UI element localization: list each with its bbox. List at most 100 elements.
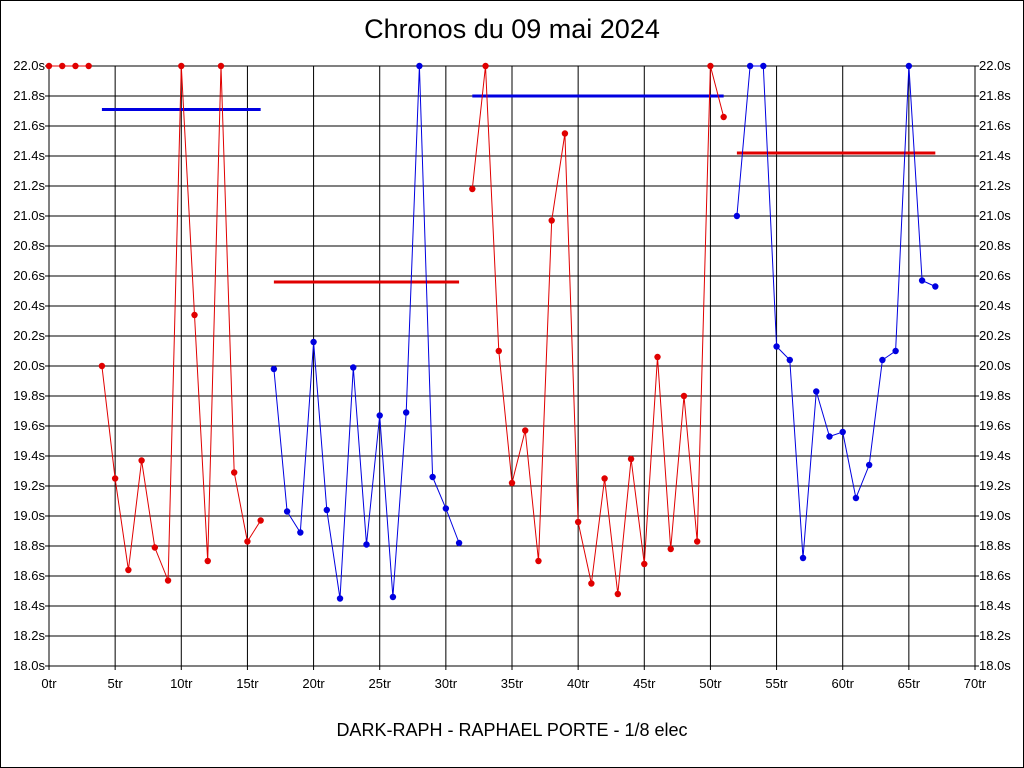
data-point <box>522 427 529 434</box>
series-line <box>736 65 936 559</box>
data-point <box>588 580 595 587</box>
data-point <box>191 311 198 319</box>
data-point <box>826 433 833 440</box>
data-point <box>495 347 502 355</box>
data-point <box>813 388 820 395</box>
x-tick-label: 60tr <box>832 676 855 691</box>
y-tick-label-right: 20.8s <box>979 238 1011 253</box>
data-point <box>138 457 145 464</box>
data-point <box>178 62 185 70</box>
data-point <box>865 461 873 469</box>
y-tick-label: 21.8s <box>13 88 45 103</box>
data-point <box>839 428 846 436</box>
data-point <box>244 538 251 545</box>
data-point <box>429 473 436 481</box>
data-point <box>680 392 688 400</box>
data-point <box>627 455 635 463</box>
y-tick-label-right: 21.0s <box>979 208 1011 223</box>
chart-footer: DARK-RAPH - RAPHAEL PORTE - 1/8 elec <box>336 720 688 740</box>
x-tick-label: 20tr <box>302 676 325 691</box>
y-tick-label-right: 21.4s <box>979 148 1011 163</box>
series-line <box>471 65 725 595</box>
data-point <box>323 506 330 514</box>
x-tick-label: 15tr <box>236 676 259 691</box>
y-tick-label: 21.2s <box>13 178 45 193</box>
y-tick-label: 20.6s <box>13 268 45 283</box>
y-tick-label: 20.4s <box>13 298 45 313</box>
series-line <box>273 65 460 599</box>
y-tick-label: 21.0s <box>13 208 45 223</box>
data-point <box>654 353 661 361</box>
x-tick-label: 30tr <box>435 676 458 691</box>
y-tick-label-right: 19.0s <box>979 508 1011 523</box>
y-tick-label-right: 19.2s <box>979 478 1011 493</box>
data-point <box>733 212 741 220</box>
y-tick-label: 21.4s <box>13 148 45 163</box>
x-tick-label: 50tr <box>699 676 722 691</box>
y-tick-label: 18.2s <box>13 628 45 643</box>
y-tick-label: 18.6s <box>13 568 45 583</box>
data-point <box>336 595 344 602</box>
y-tick-label-right: 18.8s <box>979 538 1011 553</box>
data-point <box>363 541 370 548</box>
y-tick-label: 20.2s <box>13 328 45 343</box>
y-tick-label-right: 20.4s <box>979 298 1011 313</box>
data-point <box>164 577 172 584</box>
data-point <box>773 343 780 350</box>
data-point <box>469 185 476 193</box>
data-point <box>879 356 886 364</box>
data-point <box>482 62 489 70</box>
y-tick-label-right: 19.6s <box>979 418 1011 433</box>
data-point <box>85 62 92 70</box>
data-point <box>350 364 357 371</box>
x-tick-label: 35tr <box>501 676 524 691</box>
y-tick-label: 20.0s <box>13 358 45 373</box>
y-tick-label: 19.2s <box>13 478 45 493</box>
data-point <box>376 412 383 419</box>
y-tick-label: 22.0s <box>13 58 45 73</box>
data-point <box>416 62 423 70</box>
data-point <box>614 590 622 598</box>
y-tick-label: 19.0s <box>13 508 45 523</box>
data-point <box>799 554 807 562</box>
y-tick-label-right: 21.6s <box>979 118 1011 133</box>
y-tick-label-right: 22.0s <box>979 58 1011 73</box>
data-point <box>297 529 304 536</box>
data-point <box>720 113 727 121</box>
y-tick-label-right: 21.2s <box>979 178 1011 193</box>
data-point <box>746 62 754 70</box>
y-tick-label-right: 18.4s <box>979 598 1011 613</box>
chart-title: Chronos du 09 mai 2024 <box>364 14 660 44</box>
data-point <box>283 508 291 515</box>
y-tick-label-right: 18.0s <box>979 658 1011 673</box>
y-tick-label: 18.0s <box>13 658 45 673</box>
y-tick-label-right: 19.8s <box>979 388 1011 403</box>
data-point <box>852 494 860 502</box>
y-tick-label-right: 20.0s <box>979 358 1011 373</box>
y-tick-label-right: 18.2s <box>979 628 1011 643</box>
data-point <box>231 469 238 476</box>
y-tick-label: 19.8s <box>13 388 45 403</box>
y-tick-label-right: 19.4s <box>979 448 1011 463</box>
data-point <box>760 62 767 70</box>
data-point <box>786 356 793 364</box>
x-tick-label: 55tr <box>765 676 788 691</box>
data-point <box>535 557 542 565</box>
y-tick-label: 20.8s <box>13 238 45 253</box>
y-tick-label: 18.4s <box>13 598 45 613</box>
data-point <box>561 130 569 137</box>
x-tick-label: 65tr <box>898 676 921 691</box>
data-point <box>402 409 410 416</box>
y-tick-label-right: 21.8s <box>979 88 1011 103</box>
x-tick-label: 10tr <box>170 676 193 691</box>
data-point <box>270 365 278 373</box>
data-point <box>508 479 516 487</box>
data-point <box>125 566 132 574</box>
y-tick-label-right: 18.6s <box>979 568 1011 583</box>
data-point <box>905 62 913 70</box>
data-point <box>548 217 555 224</box>
x-tick-label: 25tr <box>369 676 392 691</box>
plot-area <box>48 65 976 667</box>
data-point <box>59 62 66 70</box>
